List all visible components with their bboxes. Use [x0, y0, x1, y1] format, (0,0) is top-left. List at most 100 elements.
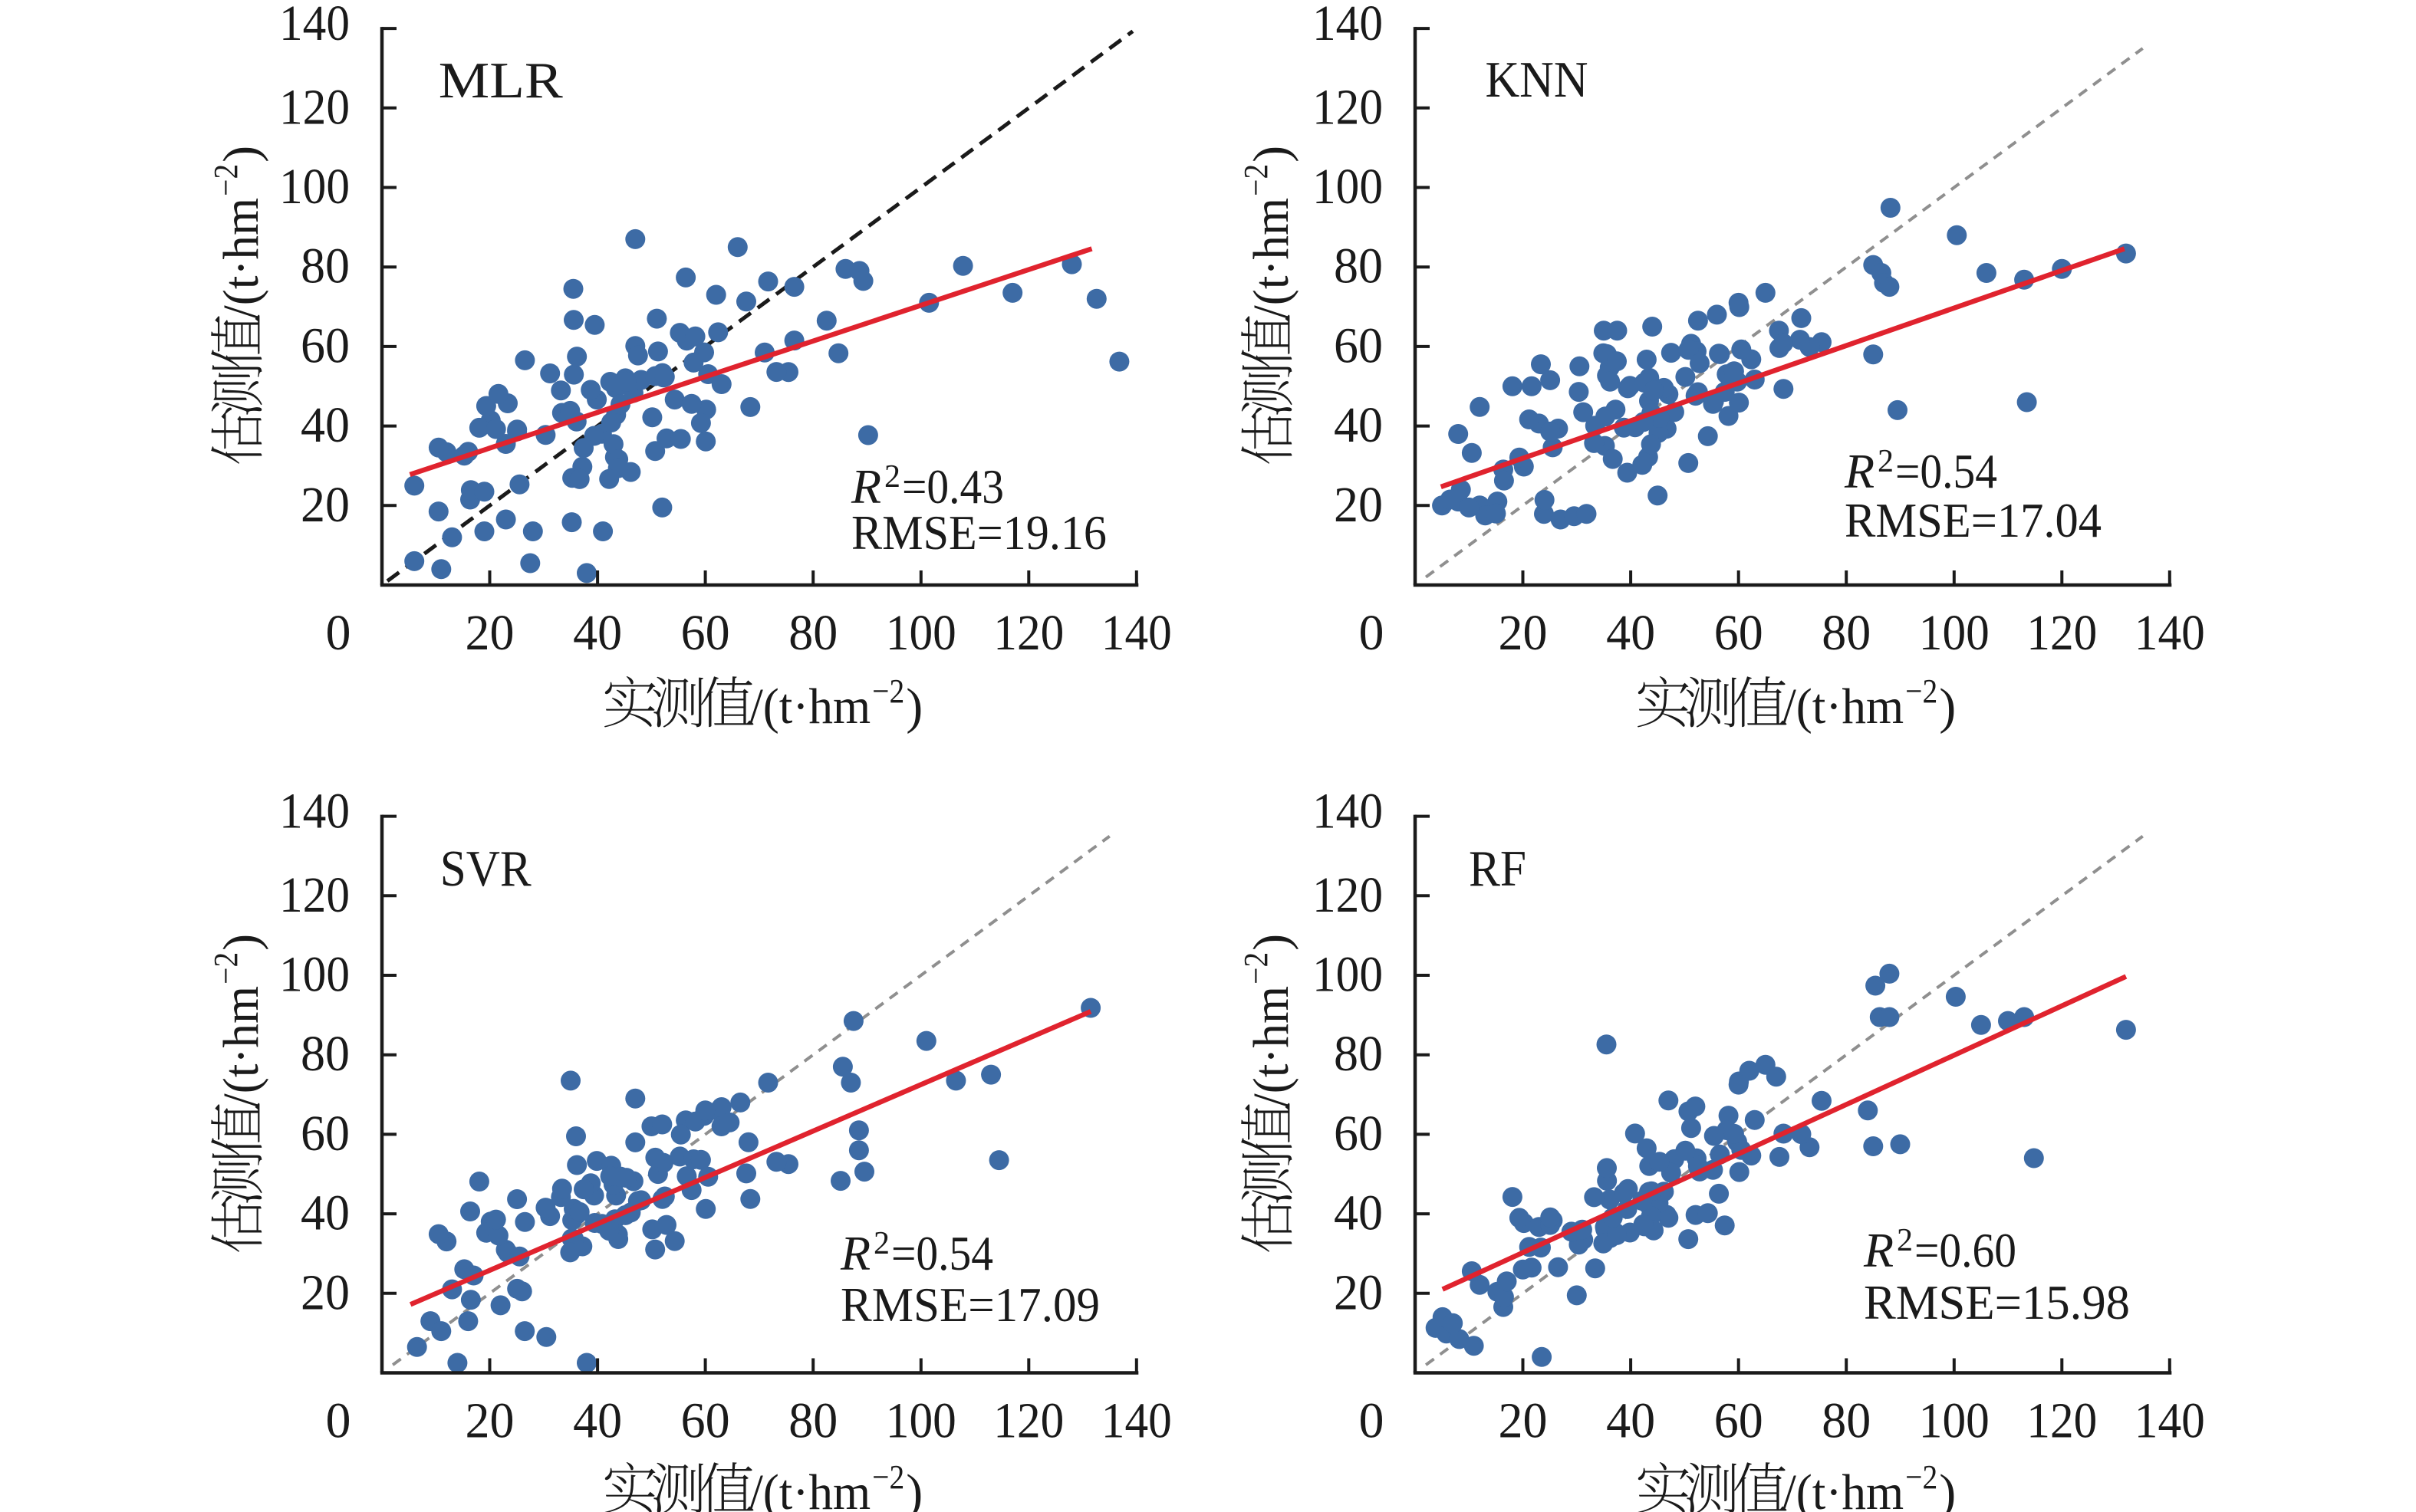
svg-text:2: 2 — [884, 459, 900, 495]
svg-text:100: 100 — [1312, 159, 1383, 215]
svg-text:0: 0 — [1359, 1393, 1384, 1449]
svg-text:−2: −2 — [207, 952, 245, 984]
svg-text:20: 20 — [301, 1264, 350, 1320]
svg-text:100: 100 — [886, 1393, 956, 1449]
svg-text:/(t·hm: /(t·hm — [1782, 679, 1904, 735]
svg-text:60: 60 — [681, 605, 730, 661]
svg-text:80: 80 — [301, 238, 350, 294]
svg-text:60: 60 — [1334, 317, 1383, 373]
svg-text:20: 20 — [301, 477, 350, 533]
svg-text:RMSE=17.09: RMSE=17.09 — [841, 1277, 1100, 1332]
svg-text:−2: −2 — [1905, 672, 1937, 710]
svg-text:120: 120 — [1312, 867, 1383, 923]
svg-text:40: 40 — [1606, 1393, 1655, 1449]
svg-text:R: R — [1844, 444, 1875, 498]
svg-text:=0.43: =0.43 — [902, 459, 1004, 514]
svg-text:60: 60 — [1334, 1106, 1383, 1162]
svg-text:40: 40 — [1606, 605, 1655, 661]
svg-text:20: 20 — [1499, 605, 1548, 661]
svg-text:RF: RF — [1469, 840, 1526, 897]
svg-text:40: 40 — [301, 1185, 350, 1241]
svg-text:100: 100 — [1919, 605, 1990, 661]
svg-text:20: 20 — [466, 1393, 515, 1449]
svg-text:80: 80 — [301, 1026, 350, 1082]
svg-text:120: 120 — [993, 605, 1064, 661]
svg-text:80: 80 — [1334, 1026, 1383, 1082]
svg-text:140: 140 — [1312, 0, 1383, 51]
svg-text:RMSE=17.04: RMSE=17.04 — [1845, 493, 2102, 547]
svg-text:): ) — [1939, 679, 1956, 735]
svg-text:100: 100 — [1312, 947, 1383, 1003]
svg-text:120: 120 — [1312, 79, 1383, 135]
svg-text:140: 140 — [1101, 1393, 1172, 1449]
svg-text:120: 120 — [993, 1393, 1064, 1449]
svg-text:2: 2 — [1878, 444, 1894, 479]
svg-text:80: 80 — [1822, 605, 1871, 661]
svg-text:20: 20 — [1334, 1264, 1383, 1320]
svg-text:80: 80 — [788, 1393, 838, 1449]
svg-text:120: 120 — [2026, 1393, 2097, 1449]
svg-text:120: 120 — [279, 867, 350, 923]
svg-text:20: 20 — [466, 605, 515, 661]
svg-text:KNN: KNN — [1486, 51, 1588, 108]
svg-text:80: 80 — [788, 605, 838, 661]
svg-text:60: 60 — [681, 1393, 730, 1449]
svg-text:2: 2 — [874, 1226, 890, 1261]
svg-text:40: 40 — [573, 1393, 622, 1449]
svg-text:140: 140 — [1312, 784, 1383, 840]
svg-text:): ) — [1939, 1464, 1956, 1512]
svg-text:RMSE=15.98: RMSE=15.98 — [1864, 1275, 2130, 1330]
svg-text:0: 0 — [326, 1393, 351, 1449]
svg-text:): ) — [906, 1464, 923, 1512]
svg-text:60: 60 — [1714, 1393, 1763, 1449]
svg-text:=0.60: =0.60 — [1914, 1223, 2016, 1277]
svg-text:/(t·hm: /(t·hm — [1782, 1464, 1904, 1512]
svg-text:40: 40 — [1334, 1185, 1383, 1241]
svg-text:=0.54: =0.54 — [1895, 444, 1997, 498]
svg-text:100: 100 — [886, 605, 956, 661]
svg-text:/(t·hm: /(t·hm — [749, 1464, 871, 1512]
svg-text:20: 20 — [1499, 1393, 1548, 1449]
svg-text:−2: −2 — [1905, 1458, 1937, 1496]
svg-text:R: R — [1863, 1223, 1894, 1277]
svg-text:100: 100 — [1919, 1393, 1990, 1449]
svg-text:60: 60 — [301, 317, 350, 373]
svg-text:=0.54: =0.54 — [891, 1226, 993, 1280]
svg-text:/(t·hm: /(t·hm — [749, 679, 871, 735]
svg-text:): ) — [1243, 934, 1299, 951]
svg-text:/(t·hm: /(t·hm — [213, 198, 269, 319]
svg-text:80: 80 — [1334, 238, 1383, 294]
svg-text:−2: −2 — [1237, 952, 1275, 984]
svg-text:0: 0 — [326, 605, 351, 661]
svg-text:100: 100 — [279, 947, 350, 1003]
svg-text:SVR: SVR — [440, 840, 532, 897]
svg-text:60: 60 — [301, 1106, 350, 1162]
svg-text:20: 20 — [1334, 477, 1383, 533]
svg-text:MLR: MLR — [439, 52, 563, 109]
svg-text:80: 80 — [1822, 1393, 1871, 1449]
svg-text:R: R — [851, 459, 881, 514]
svg-text:R: R — [840, 1226, 871, 1280]
svg-text:−2: −2 — [872, 672, 904, 710]
svg-text:): ) — [213, 934, 269, 951]
svg-text:): ) — [1243, 146, 1299, 163]
svg-text:140: 140 — [279, 784, 350, 840]
svg-text:−2: −2 — [872, 1458, 904, 1496]
svg-text:RMSE=19.16: RMSE=19.16 — [851, 505, 1107, 560]
svg-text:): ) — [906, 679, 923, 735]
svg-text:−2: −2 — [207, 164, 245, 196]
svg-text:140: 140 — [1101, 605, 1172, 661]
svg-text:/(t·hm: /(t·hm — [1243, 986, 1299, 1107]
svg-text:120: 120 — [279, 79, 350, 135]
svg-text:140: 140 — [2135, 1393, 2205, 1449]
svg-text:40: 40 — [573, 605, 622, 661]
svg-text:/(t·hm: /(t·hm — [213, 986, 269, 1107]
svg-text:2: 2 — [1897, 1223, 1913, 1258]
svg-text:100: 100 — [279, 159, 350, 215]
svg-text:40: 40 — [1334, 397, 1383, 453]
svg-text:140: 140 — [2135, 605, 2205, 661]
svg-text:140: 140 — [279, 0, 350, 51]
svg-text:60: 60 — [1714, 605, 1763, 661]
svg-text:): ) — [213, 146, 269, 163]
svg-text:0: 0 — [1359, 605, 1384, 661]
